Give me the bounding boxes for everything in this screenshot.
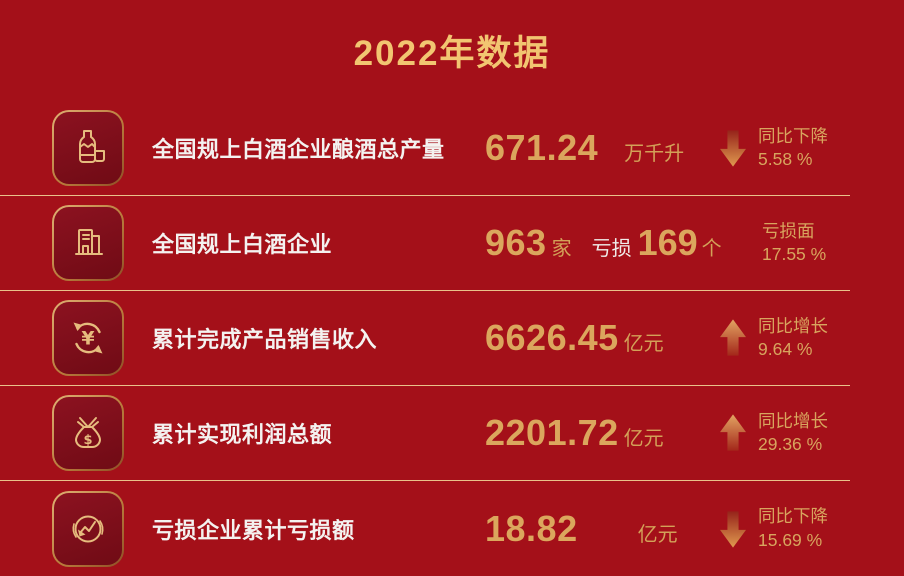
trend-text: 亏损面 17.55 % [762,220,827,264]
arrow-down-icon [720,128,746,168]
stat-row-total-profit: $ 累计实现利润总额 2201.72 亿元 同比增长 29.36 % [0,386,850,481]
stat-value-group: 18.82 亿元 [485,508,720,550]
arrow-up-icon [720,318,746,358]
stat-value-group: 963 家 亏损 169 个 [485,222,722,264]
stat-unit: 亿元 [623,333,664,355]
stat-value: 671.24 [485,127,599,168]
stat-value: 2201.72 [485,412,619,453]
trend-block: 同比增长 29.36 % [720,410,850,456]
stat-label: 亏损企业累计亏损额 [152,517,355,543]
stat-label: 全国规上白酒企业酿酒总产量 [152,137,445,162]
liquor-bottle-icon [52,110,124,186]
stat-value-group: 6626.45 亿元 [485,317,720,359]
trend-block: 同比增长 9.64 % [720,315,850,361]
trend-block: 同比下降 15.69 % [720,505,904,551]
loss-unit: 个 [701,238,722,260]
svg-text:¥: ¥ [81,328,94,350]
trend-text: 同比下降 15.69 % [758,506,828,550]
trend-text: 同比下降 5.58 % [758,125,828,169]
trend-block: 同比下降 5.58 % [720,125,850,171]
trend-text: 同比增长 29.36 % [758,410,828,454]
stat-label: 累计完成产品销售收入 [152,327,378,352]
stat-value: 6626.45 [485,317,619,358]
money-bag-icon: $ [52,395,124,471]
stat-row-production: 全国规上白酒企业酿酒总产量 671.24 万千升 同比下降 5.58 % [0,101,850,196]
stat-unit: 亿元 [637,523,678,546]
refresh-yen-icon: ¥ [52,300,124,376]
arrow-down-icon [720,509,746,549]
stat-value: 18.82 [485,507,578,549]
stat-unit: 亿元 [623,428,664,450]
stat-row-enterprises: 全国规上白酒企业 963 家 亏损 169 个 亏损面 17.55 % [0,196,850,291]
stat-unit: 万千升 [624,143,685,165]
chart-decline-icon [52,490,124,567]
stat-value-group: 671.24 万千升 [485,127,720,169]
page-title: 2022年数据 [353,34,551,73]
stat-value: 963 [485,222,547,263]
trend-block: 亏损面 17.55 % [720,220,850,266]
stat-label: 累计实现利润总额 [152,422,333,447]
trend-text: 同比增长 9.64 % [758,315,828,359]
stat-label: 全国规上白酒企业 [152,232,333,257]
building-icon [52,205,124,281]
loss-count: 169 [637,222,698,263]
loss-prefix: 亏损 [591,238,632,260]
stat-row-loss-amount: 亏损企业累计亏损额 18.82 亿元 同比下降 15.69 % [0,481,904,576]
stat-unit: 家 [551,238,572,260]
stat-value-group: 2201.72 亿元 [485,412,720,454]
stat-rows: 全国规上白酒企业酿酒总产量 671.24 万千升 同比下降 5.58 % [0,101,904,576]
svg-text:$: $ [83,433,92,448]
stat-row-sales-revenue: ¥ 累计完成产品销售收入 6626.45 亿元 同比增长 9.64 % [0,291,850,386]
arrow-up-icon [720,413,746,453]
